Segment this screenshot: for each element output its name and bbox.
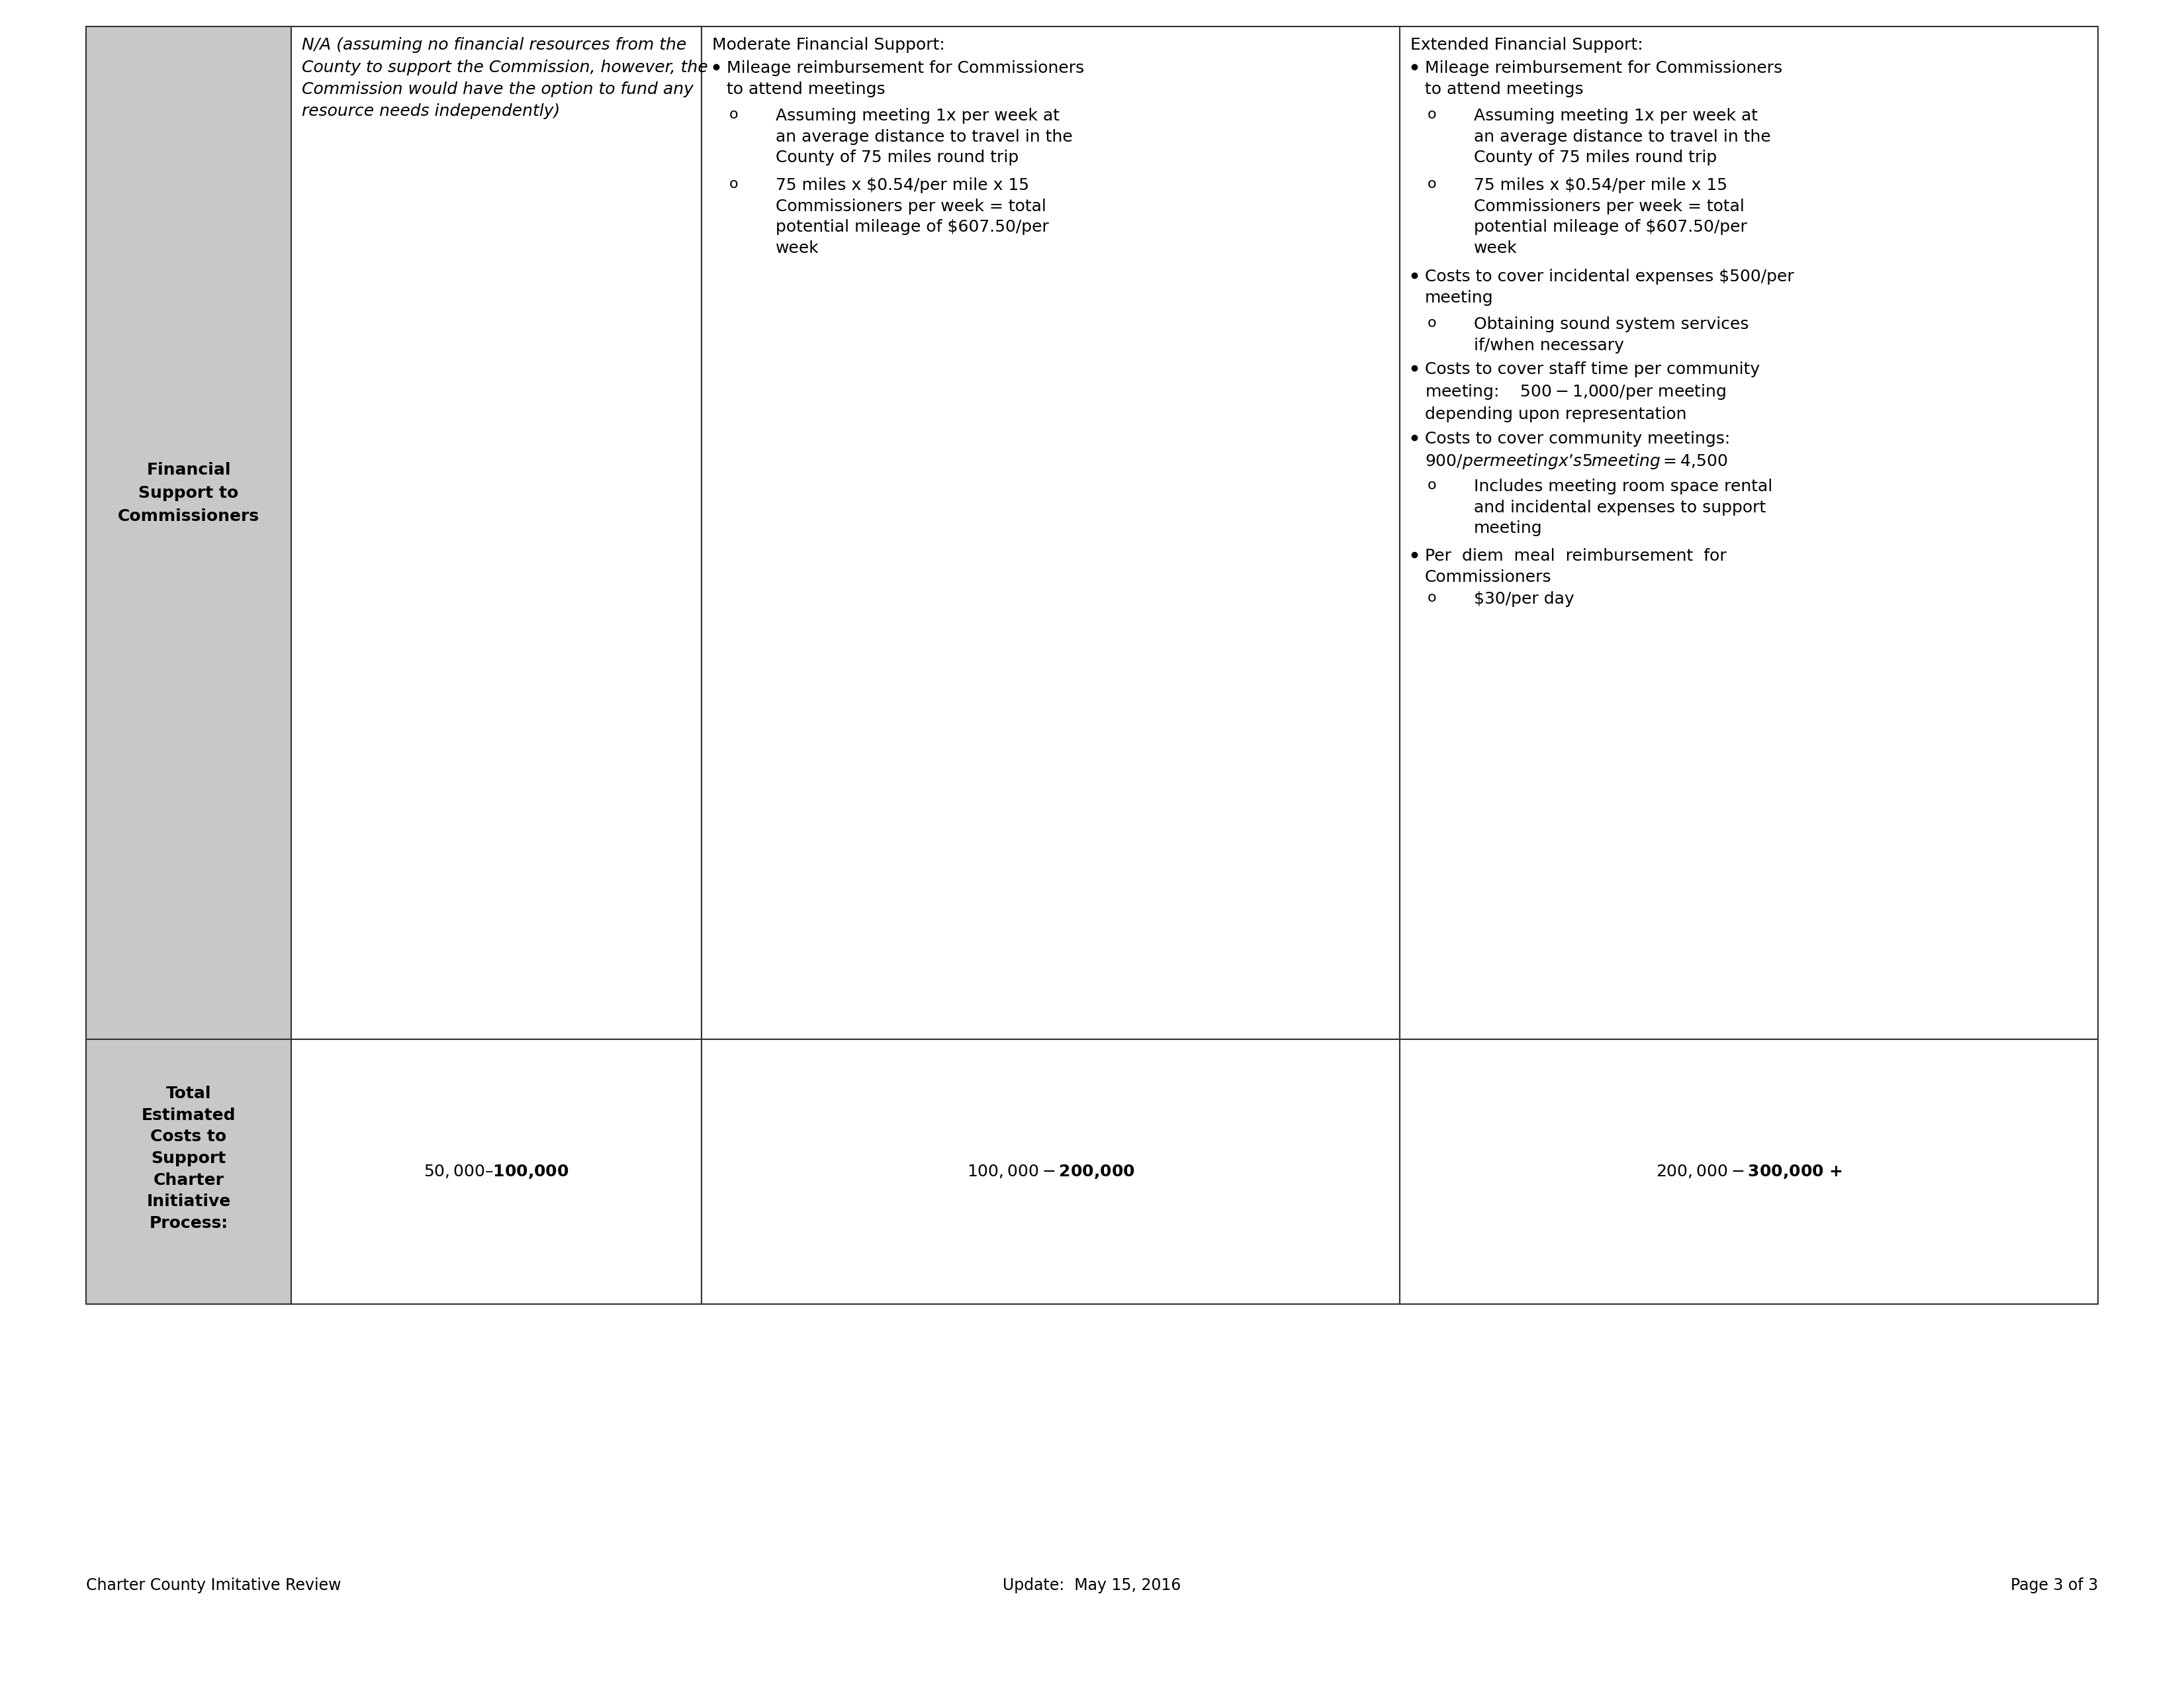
Text: Per  diem  meal  reimbursement  for
Commissioners: Per diem meal reimbursement for Commissi…: [1424, 549, 1728, 586]
Text: $200,000 - $300,000 +: $200,000 - $300,000 +: [1655, 1163, 1841, 1180]
Bar: [290, 1040, 701, 1305]
Text: Obtaining sound system services
if/when necessary: Obtaining sound system services if/when …: [1474, 316, 1749, 353]
Text: $30/per day: $30/per day: [1474, 591, 1575, 608]
Text: Costs to cover incidental expenses $500/per
meeting: Costs to cover incidental expenses $500/…: [1424, 268, 1793, 306]
Text: o: o: [1428, 177, 1437, 191]
Text: Moderate Financial Support:: Moderate Financial Support:: [712, 37, 946, 52]
Bar: [1400, 1040, 2099, 1305]
Text: 75 miles x $0.54/per mile x 15
Commissioners per week = total
potential mileage : 75 miles x $0.54/per mile x 15 Commissio…: [775, 177, 1048, 257]
Text: Costs to cover community meetings:
$900/per meeting x’s 5 meeting = $4,500: Costs to cover community meetings: $900/…: [1424, 430, 1730, 471]
Text: Page 3 of 3: Page 3 of 3: [2011, 1578, 2099, 1593]
Text: Includes meeting room space rental
and incidental expenses to support
meeting: Includes meeting room space rental and i…: [1474, 479, 1773, 537]
Text: Charter County Imitative Review: Charter County Imitative Review: [85, 1578, 341, 1593]
Text: o: o: [729, 108, 738, 122]
Text: o: o: [1428, 108, 1437, 122]
Bar: [290, 27, 701, 1040]
Text: Assuming meeting 1x per week at
an average distance to travel in the
County of 7: Assuming meeting 1x per week at an avera…: [1474, 108, 1771, 165]
Text: $100,000 - $200,000: $100,000 - $200,000: [968, 1163, 1133, 1180]
Text: Update:  May 15, 2016: Update: May 15, 2016: [1002, 1578, 1182, 1593]
Text: $50,000 – $100,000: $50,000 – $100,000: [424, 1163, 570, 1180]
Bar: [85, 27, 290, 1040]
Text: Assuming meeting 1x per week at
an average distance to travel in the
County of 7: Assuming meeting 1x per week at an avera…: [775, 108, 1072, 165]
Text: o: o: [1428, 316, 1437, 329]
Bar: [1400, 27, 2099, 1040]
Text: 75 miles x $0.54/per mile x 15
Commissioners per week = total
potential mileage : 75 miles x $0.54/per mile x 15 Commissio…: [1474, 177, 1747, 257]
Text: o: o: [1428, 591, 1437, 604]
Text: o: o: [1428, 479, 1437, 491]
Text: Costs to cover staff time per community
meeting:    $500 - $1,000/per meeting
de: Costs to cover staff time per community …: [1424, 361, 1760, 422]
Text: o: o: [729, 177, 738, 191]
Bar: [701, 27, 1400, 1040]
Bar: [701, 1040, 1400, 1305]
Text: N/A (assuming no financial resources from the
County to support the Commission, : N/A (assuming no financial resources fro…: [301, 37, 708, 120]
Bar: [85, 1040, 290, 1305]
Text: Financial
Support to
Commissioners: Financial Support to Commissioners: [118, 463, 260, 525]
Text: Mileage reimbursement for Commissioners
to attend meetings: Mileage reimbursement for Commissioners …: [727, 61, 1083, 96]
Text: Extended Financial Support:: Extended Financial Support:: [1411, 37, 1642, 52]
Text: Mileage reimbursement for Commissioners
to attend meetings: Mileage reimbursement for Commissioners …: [1424, 61, 1782, 96]
Text: Total
Estimated
Costs to
Support
Charter
Initiative
Process:: Total Estimated Costs to Support Charter…: [142, 1085, 236, 1231]
